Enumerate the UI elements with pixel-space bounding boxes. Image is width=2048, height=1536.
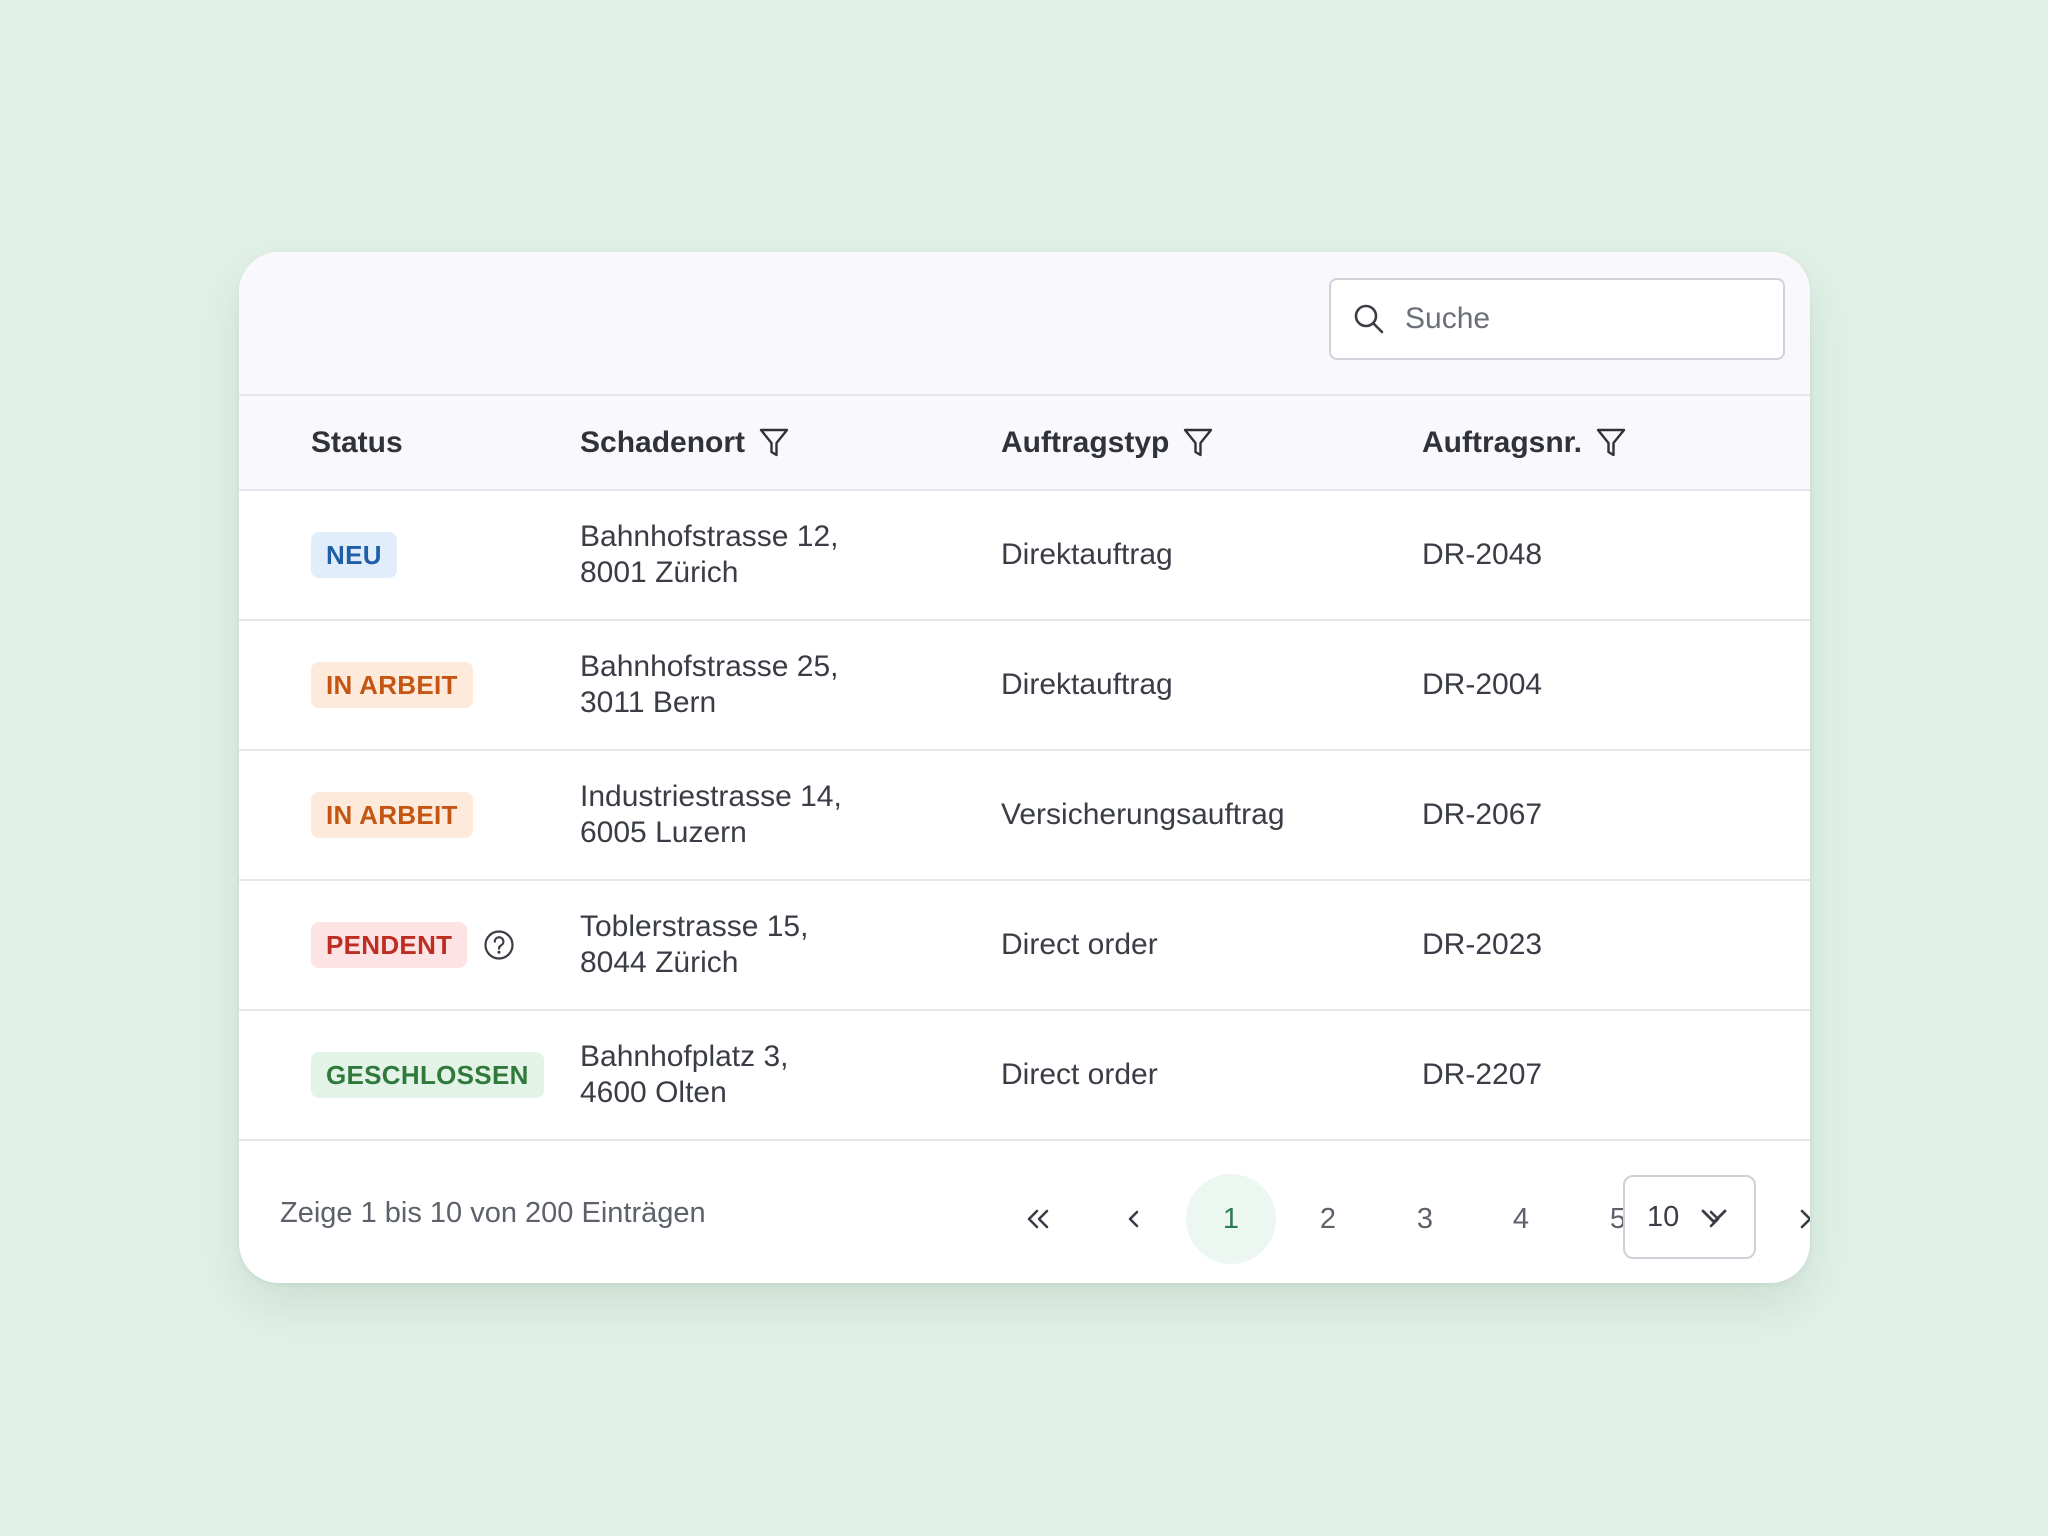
address-line-1: Bahnhofstrasse 25, [580, 650, 839, 683]
column-label-schadenort: Schadenort [580, 425, 746, 459]
chevron-down-icon [1701, 1209, 1727, 1224]
first-page-button[interactable] [993, 1174, 1083, 1264]
column-label-auftragstyp: Auftragstyp [1001, 425, 1170, 459]
column-header-status: Status [239, 396, 580, 491]
schadenort-cell: Toblerstrasse 15, 8044 Zürich [580, 880, 1001, 1011]
address-line-1: Toblerstrasse 15, [580, 910, 809, 943]
page-button-4[interactable]: 4 [1512, 1202, 1530, 1235]
page-size-select[interactable]: 10 [1623, 1175, 1756, 1259]
previous-page-button[interactable] [1089, 1174, 1179, 1264]
auftragstyp-cell: Versicherungsauftrag [1001, 750, 1422, 881]
last-page-button[interactable] [1766, 1174, 1810, 1264]
column-header-auftragsnr: Auftragsnr. [1422, 396, 1810, 491]
schadenort-cell: Bahnhofstrasse 25, 3011 Bern [580, 620, 1001, 751]
chevron-left-icon [1128, 1210, 1139, 1228]
address-line-1: Industriestrasse 14, [580, 780, 842, 813]
auftragstyp-cell: Direktauftrag [1001, 620, 1422, 751]
column-label-status: Status [311, 425, 403, 459]
auftragsnr-cell: DR-2067 [1422, 750, 1810, 881]
schadenort-cell: Bahnhofplatz 3, 4600 Olten [580, 1010, 1001, 1141]
page-size-value: 10 [1647, 1200, 1680, 1233]
schadenort-cell: Bahnhofstrasse 12, 8001 Zürich [580, 490, 1001, 621]
status-cell: IN ARBEIT [239, 750, 580, 881]
page-button-5[interactable]: 5 [1609, 1202, 1627, 1235]
page-button-3[interactable]: 3 [1416, 1202, 1434, 1235]
status-badge: IN ARBEIT [311, 792, 473, 838]
column-label-auftragsnr: Auftragsnr. [1422, 425, 1583, 459]
auftragstyp-cell: Direktauftrag [1001, 490, 1422, 621]
auftragstyp-cell: Direct order [1001, 1010, 1422, 1141]
table-row[interactable]: PENDENT Toblerstrasse 15, 8044 Zürich Di… [239, 880, 1810, 1011]
auftragsnr-cell: DR-2207 [1422, 1010, 1810, 1141]
status-cell: IN ARBEIT [239, 620, 580, 751]
search-input[interactable] [1405, 302, 1745, 336]
table-row[interactable]: GESCHLOSSEN Bahnhofplatz 3, 4600 Olten D… [239, 1010, 1810, 1141]
auftragsnr-cell: DR-2023 [1422, 880, 1810, 1011]
table-row[interactable]: IN ARBEIT Bahnhofstrasse 25, 3011 Bern D… [239, 620, 1810, 751]
status-badge: PENDENT [311, 922, 468, 968]
status-cell: NEU [239, 490, 580, 621]
address-line-2: 4600 Olten [580, 1076, 727, 1109]
table-header-row: Status Schadenort Auftragstyp [239, 396, 1810, 491]
table-footer: Zeige 1 bis 10 von 200 Einträgen 1 2 3 4… [239, 1143, 1810, 1283]
orders-table: Status Schadenort Auftragstyp [239, 396, 1810, 1141]
column-header-auftragstyp: Auftragstyp [1001, 396, 1422, 491]
table-row[interactable]: IN ARBEIT Industriestrasse 14, 6005 Luze… [239, 750, 1810, 881]
address-line-2: 6005 Luzern [580, 816, 747, 849]
status-badge: NEU [311, 532, 397, 578]
filter-icon[interactable] [759, 427, 789, 459]
address-line-2: 8044 Zürich [580, 946, 739, 979]
auftragsnr-cell: DR-2048 [1422, 490, 1810, 621]
address-line-1: Bahnhofplatz 3, [580, 1040, 789, 1073]
status-badge: IN ARBEIT [311, 662, 473, 708]
status-cell: PENDENT [239, 880, 580, 1011]
page-button-1[interactable]: 1 [1186, 1174, 1276, 1264]
search-icon [1354, 304, 1384, 334]
chevrons-right-icon [1800, 1209, 1810, 1229]
table-toolbar [239, 252, 1810, 396]
help-circle-icon[interactable] [483, 929, 515, 961]
schadenort-cell: Industriestrasse 14, 6005 Luzern [580, 750, 1001, 881]
address-line-1: Bahnhofstrasse 12, [580, 520, 839, 553]
address-line-2: 3011 Bern [580, 686, 717, 719]
search-box[interactable] [1329, 278, 1785, 360]
auftragstyp-cell: Direct order [1001, 880, 1422, 1011]
column-header-schadenort: Schadenort [580, 396, 1001, 491]
page-button-2[interactable]: 2 [1319, 1202, 1337, 1235]
address-line-2: 8001 Zürich [580, 556, 739, 589]
chevrons-left-icon [1027, 1209, 1049, 1229]
filter-icon[interactable] [1183, 427, 1213, 459]
auftragsnr-cell: DR-2004 [1422, 620, 1810, 751]
pagination-info: Zeige 1 bis 10 von 200 Einträgen [280, 1196, 706, 1229]
filter-icon[interactable] [1596, 427, 1626, 459]
orders-card: Status Schadenort Auftragstyp [239, 252, 1810, 1283]
status-badge: GESCHLOSSEN [311, 1052, 544, 1098]
status-cell: GESCHLOSSEN [239, 1010, 580, 1141]
table-row[interactable]: NEU Bahnhofstrasse 12, 8001 Zürich Direk… [239, 490, 1810, 621]
